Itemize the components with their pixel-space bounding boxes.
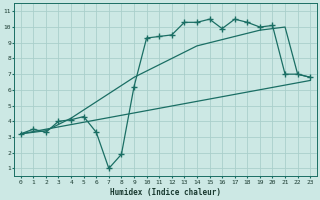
X-axis label: Humidex (Indice chaleur): Humidex (Indice chaleur)	[110, 188, 221, 197]
